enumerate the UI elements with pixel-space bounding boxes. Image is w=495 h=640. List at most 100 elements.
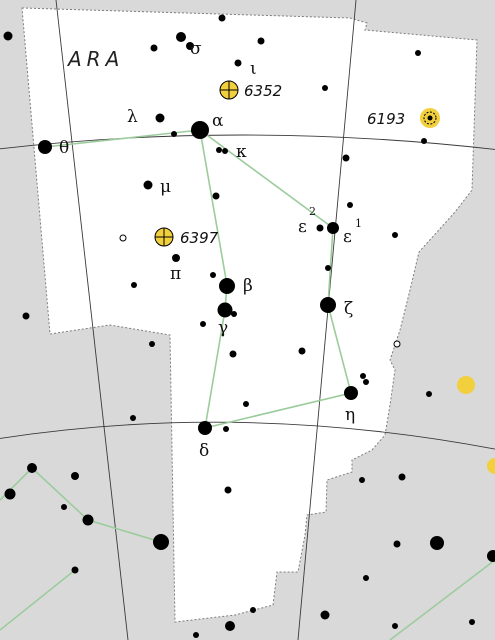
star-epsilon2 [316, 224, 324, 232]
figure-line-neighbor-left [0, 569, 76, 631]
star-mu [143, 180, 153, 190]
star-labels: α β γ δ ε 2 ε 1 ζ η θ ι κ λ μ π σ [59, 39, 362, 461]
star [325, 265, 331, 271]
grid-meridian-left [55, 0, 129, 640]
star [393, 540, 401, 548]
label-alpha: α [212, 111, 224, 131]
star-gamma [217, 302, 233, 318]
star [322, 85, 328, 91]
variable-star [393, 340, 401, 348]
label-eta: η [345, 405, 355, 425]
star [71, 566, 79, 574]
star [257, 37, 265, 45]
star [82, 514, 94, 526]
ara-boundary-region [21, 7, 478, 623]
star [430, 536, 444, 550]
star-kappa-a [216, 147, 222, 153]
ngc6352-label: 6352 [244, 82, 282, 100]
star [22, 312, 30, 320]
variable-stars [119, 234, 401, 348]
star [363, 575, 369, 581]
star-pi [172, 254, 180, 262]
star [193, 632, 199, 638]
star [298, 347, 306, 355]
star-zeta [320, 297, 336, 313]
star [415, 50, 421, 56]
figure-line-neighbor-right [389, 559, 495, 640]
label-sigma: σ [190, 39, 202, 59]
star-sigma [176, 32, 186, 42]
star [150, 44, 158, 52]
star [130, 415, 136, 421]
star-iota [234, 59, 242, 67]
star [224, 486, 232, 494]
star [27, 463, 37, 473]
constellation-name: ARA [66, 47, 124, 71]
ngc6397-label: 6397 [180, 229, 219, 247]
label-pi: π [170, 264, 181, 284]
label-epsilon1-sup: 1 [355, 217, 362, 230]
label-beta: β [243, 276, 253, 296]
star [487, 550, 495, 562]
label-delta: δ [199, 441, 209, 461]
open-cluster-ngc6193: 6193 [367, 108, 440, 128]
grid-parallel-upper [0, 134, 495, 150]
star [426, 391, 432, 397]
star-epsilon1 [327, 222, 339, 234]
star [225, 621, 235, 631]
star [212, 192, 220, 200]
label-mu: μ [160, 177, 171, 197]
star-alpha [191, 121, 209, 139]
label-zeta: ζ [344, 299, 353, 319]
star [71, 472, 79, 480]
star [223, 426, 229, 432]
star [342, 154, 350, 162]
ngc6193-label: 6193 [367, 110, 405, 128]
star [231, 311, 237, 317]
label-epsilon1: ε [343, 227, 352, 247]
star [250, 607, 256, 613]
label-epsilon2-sup: 2 [309, 205, 316, 218]
star [421, 138, 427, 144]
label-gamma: γ [218, 318, 228, 338]
star-delta [198, 421, 212, 435]
stars [3, 14, 495, 638]
star [218, 14, 226, 22]
grid-parallel-lower [0, 421, 495, 450]
star [392, 232, 398, 238]
star [186, 42, 194, 50]
grid-meridian-right [297, 0, 357, 640]
open-cluster-outside-edge [487, 458, 495, 474]
constellation-figure [0, 129, 495, 640]
star [61, 504, 67, 510]
star [363, 379, 369, 385]
outside-objects [457, 376, 495, 474]
star [131, 282, 137, 288]
star [153, 534, 169, 550]
star [200, 321, 206, 327]
globular-cluster-ngc6352: 6352 [219, 80, 282, 100]
label-epsilon2: ε [298, 217, 307, 237]
variable-star [119, 234, 127, 242]
label-theta: θ [59, 138, 69, 158]
star [4, 488, 16, 500]
star [149, 341, 155, 347]
star-theta [38, 140, 52, 154]
label-iota: ι [250, 59, 257, 79]
star-beta [219, 278, 235, 294]
star-kappa-b [222, 148, 228, 154]
star [210, 272, 216, 278]
star [3, 31, 13, 41]
figure-line-alpha-beta-gamma-delta [199, 129, 228, 429]
figure-line-alpha-epsilon [199, 129, 334, 229]
globular-cluster-ngc6397: 6397 [154, 227, 219, 247]
star [392, 623, 398, 629]
figure-line-neighbor-lower-left [0, 466, 162, 543]
label-kappa: κ [236, 142, 247, 162]
star [320, 610, 330, 620]
label-lambda: λ [127, 107, 138, 127]
star [243, 401, 249, 407]
star-eta [344, 386, 358, 400]
